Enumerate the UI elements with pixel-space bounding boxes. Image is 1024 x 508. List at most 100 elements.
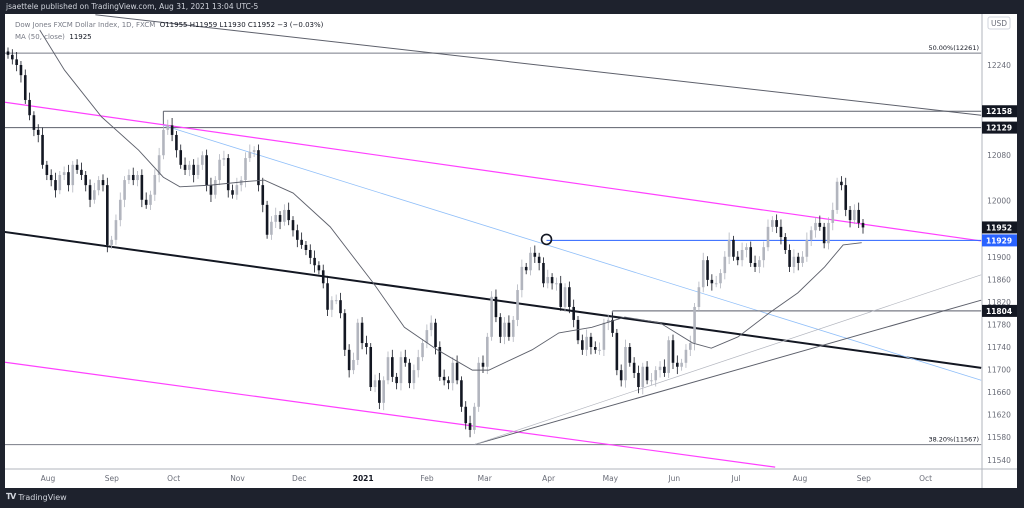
candle-body: [624, 347, 627, 381]
candle-body: [175, 134, 178, 151]
candle-body: [585, 336, 588, 350]
candle-body: [719, 273, 722, 284]
candle-body: [209, 185, 213, 195]
price-axis: 12240 12080 12000 11900 11860 11820 11780 11740…: [982, 16, 1017, 465]
candle-body: [416, 357, 420, 371]
price-tick-label: 12080: [987, 151, 1011, 160]
candle-body: [369, 347, 373, 388]
price-label-11929: 11929: [986, 236, 1012, 245]
candle-body: [67, 172, 70, 186]
legend-ma-row: MA (50, close) 11925: [15, 31, 323, 43]
candle-body: [796, 256, 800, 263]
candle-body: [650, 380, 653, 382]
time-tick-label: Jun: [667, 474, 680, 483]
candle-body: [788, 249, 791, 267]
candle-body: [205, 155, 208, 186]
candle-body: [749, 247, 753, 263]
candle-body: [45, 164, 49, 175]
candle-body: [179, 150, 183, 165]
ma50-line: [39, 29, 862, 371]
candle-body: [771, 220, 774, 227]
price-label-11952: 11952: [986, 223, 1012, 232]
candle-body: [792, 256, 796, 267]
candle-body: [809, 230, 813, 240]
candle-body: [814, 222, 817, 231]
candle-body: [641, 366, 645, 388]
candle-body: [490, 296, 493, 337]
candle-body: [658, 366, 662, 371]
candle-body: [257, 150, 260, 186]
candle-body: [28, 99, 31, 116]
price-label-box: [982, 304, 1017, 317]
candle-body: [153, 174, 157, 195]
rising-light-line: [474, 274, 982, 445]
price-tick-label: 11780: [987, 320, 1011, 329]
candle-body: [572, 306, 575, 320]
candle-body: [365, 343, 368, 347]
candle-body: [15, 59, 18, 65]
candle-body: [403, 357, 407, 363]
candle-body: [88, 185, 92, 200]
candle-body: [533, 252, 537, 257]
tradingview-logo-icon: 𝐓V: [6, 492, 16, 501]
candle-body: [619, 370, 623, 381]
candle-body: [106, 185, 109, 245]
candle-body: [451, 362, 455, 384]
candle-body: [477, 362, 480, 407]
candle-body: [317, 265, 321, 271]
candle-body: [131, 174, 135, 181]
time-tick-label: Mar: [478, 474, 493, 483]
legend: Dow Jones FXCM Dollar Index, 1D, FXCM O1…: [15, 19, 323, 43]
candle-body: [300, 239, 303, 245]
time-tick-label: 2021: [353, 474, 374, 483]
price-tick-label: 11660: [987, 388, 1011, 397]
candle-body: [71, 164, 75, 186]
candle-body: [382, 380, 385, 403]
publisher-info: jsaettele published on TradingView.com, …: [6, 2, 259, 11]
candle-body: [628, 347, 632, 363]
time-tick-label: Sep: [105, 474, 119, 483]
candle-body: [127, 174, 131, 181]
candle-body: [516, 290, 519, 320]
candle-body: [80, 169, 83, 175]
candle-body: [11, 54, 14, 60]
candle-body: [779, 226, 783, 238]
price-label-box: [982, 221, 1017, 234]
candle-body: [740, 249, 744, 261]
time-tick-label: Feb: [420, 474, 434, 483]
candle-body: [32, 115, 36, 130]
candle-body: [274, 215, 278, 222]
marker-circle: [540, 233, 553, 246]
candle-body: [110, 239, 113, 245]
candle-body: [166, 125, 170, 130]
chart-panel[interactable]: [5, 14, 1017, 488]
candle-body: [339, 300, 342, 314]
candle-body: [442, 376, 446, 381]
candle-body: [343, 313, 347, 350]
candle-body: [550, 277, 554, 284]
candle-body: [261, 185, 265, 205]
price-tick-label: 11860: [987, 275, 1011, 284]
price-label-11804: 11804: [986, 307, 1012, 316]
candle-body: [84, 174, 88, 186]
candle-body: [183, 164, 187, 170]
candle-body: [192, 164, 195, 175]
candle-body: [542, 262, 545, 284]
candle-body: [36, 129, 40, 135]
thick-black-trendline: [5, 230, 982, 369]
candle-body: [287, 209, 290, 221]
candle-body: [615, 332, 619, 371]
time-tick-label: May: [603, 474, 619, 483]
candle-body: [438, 347, 442, 377]
candle-body: [701, 260, 705, 288]
candle-body: [783, 237, 787, 250]
candles: [6, 47, 865, 438]
candle-body: [304, 244, 308, 250]
upper-magenta-channel: [5, 101, 982, 242]
candle-body: [93, 190, 96, 200]
candle-body: [753, 262, 757, 267]
candle-body: [360, 322, 364, 344]
brand-name: TradingView: [18, 492, 67, 502]
candle-body: [563, 287, 567, 307]
